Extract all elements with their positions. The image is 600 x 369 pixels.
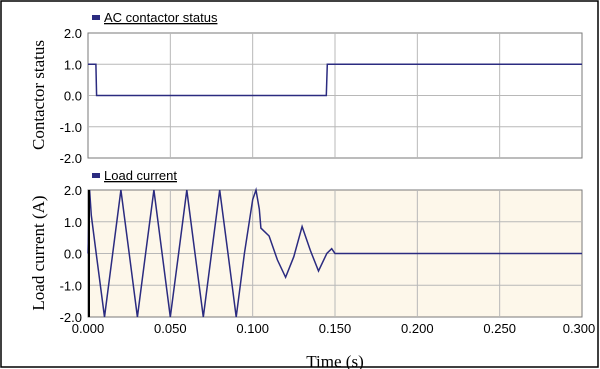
top-legend-label: AC contactor status [104, 10, 218, 25]
y-tick-label: 0.0 [64, 247, 82, 262]
y-tick-label: 0.0 [64, 89, 82, 104]
top-y-axis-label: Contactor status [29, 40, 48, 150]
x-tick-label: 0.050 [154, 321, 187, 336]
y-tick-label: 1.0 [64, 215, 82, 230]
x-tick-label: 0.200 [401, 321, 434, 336]
bottom-legend-label: Load current [104, 168, 177, 183]
y-tick-label: -1.0 [60, 278, 82, 293]
top-panel: 2.0 1.0 0.0 -1.0 -2.0 Contactor status AC co… [29, 10, 583, 166]
x-tick-label: 0.250 [483, 321, 516, 336]
x-axis-label: Time (s) [306, 352, 363, 369]
series-line-load-current [87, 187, 582, 318]
y-tick-label: 1.0 [64, 57, 82, 72]
top-legend-swatch [92, 15, 100, 20]
x-tick-label: 0.300 [563, 321, 596, 336]
x-tick-label: 0.150 [319, 321, 352, 336]
y-tick-label: -1.0 [60, 120, 82, 135]
top-y-tick-labels: 2.0 1.0 0.0 -1.0 -2.0 [60, 26, 82, 166]
y-tick-label: -2.0 [60, 310, 82, 325]
bottom-y-axis-label: Load current (A) [29, 195, 48, 310]
x-tick-label: 0.100 [236, 321, 269, 336]
y-tick-label: -2.0 [60, 151, 82, 166]
bottom-panel: 2.01.00.0-1.0-2.0 0.000 0.050 0.100 0.150 0.… [29, 168, 595, 369]
bottom-x-tick-labels: 0.000 0.050 0.100 0.150 0.200 0.250 0.300 [72, 321, 596, 336]
x-tick-label: 0.000 [72, 321, 105, 336]
series-line-contactor-status [88, 63, 582, 97]
y-tick-label: 2.0 [64, 26, 82, 41]
bottom-y-tick-labels: 2.0 1.0 0.0 -1.0 -2.0 [60, 183, 82, 325]
bottom-legend-swatch [92, 173, 100, 178]
y-tick-label: 2.0 [64, 183, 82, 198]
